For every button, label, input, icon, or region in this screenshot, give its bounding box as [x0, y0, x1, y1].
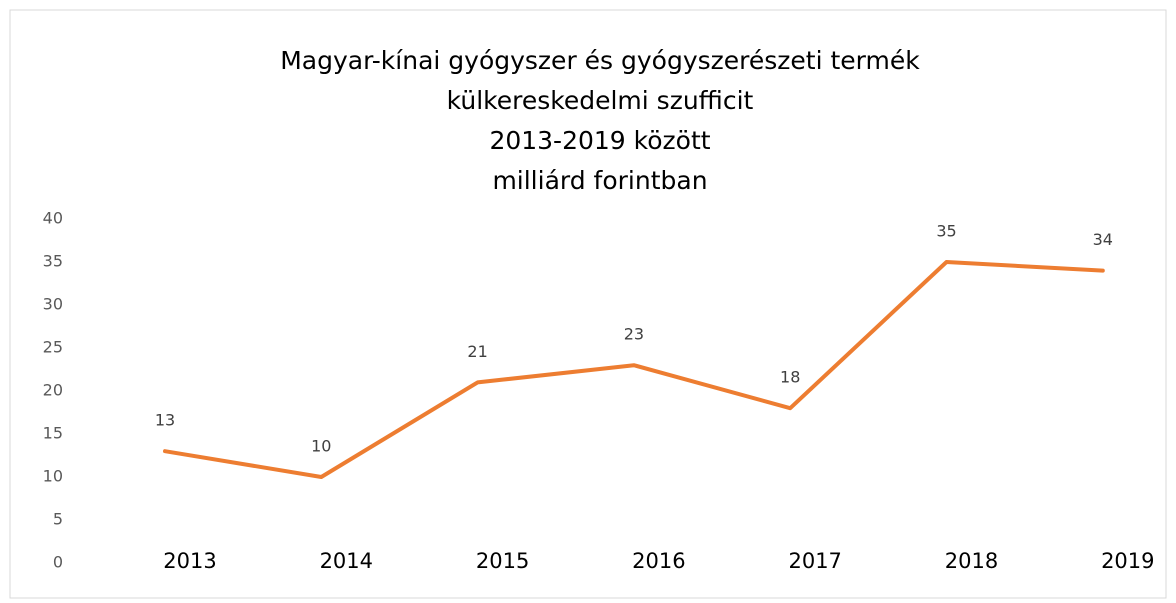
y-tick-label: 5: [53, 510, 63, 529]
x-tick-label: 2018: [945, 549, 998, 573]
y-tick-label: 0: [53, 553, 63, 572]
x-tick-label: 2019: [1101, 549, 1154, 573]
y-tick-label: 30: [43, 295, 63, 314]
chart-title: Magyar-kínai gyógyszer és gyógyszerészet…: [280, 46, 920, 75]
y-tick-label: 35: [43, 252, 63, 271]
y-tick-label: 10: [43, 467, 63, 486]
data-label: 13: [155, 411, 175, 430]
data-label: 10: [311, 437, 331, 456]
x-tick-label: 2017: [788, 549, 841, 573]
data-label: 34: [1093, 230, 1113, 249]
data-label: 23: [624, 325, 644, 344]
data-label: 21: [467, 342, 487, 361]
data-label: 18: [780, 368, 800, 387]
y-tick-label: 20: [43, 381, 63, 400]
x-tick-label: 2014: [320, 549, 373, 573]
x-tick-label: 2016: [632, 549, 685, 573]
chart-border: [9, 9, 1167, 599]
chart-title: 2013-2019 között: [489, 126, 710, 155]
x-tick-label: 2013: [163, 549, 216, 573]
data-label: 35: [936, 222, 956, 241]
chart-title: külkereskedelmi szufficit: [447, 86, 754, 115]
y-tick-label: 15: [43, 424, 63, 443]
data-line: [163, 260, 1105, 479]
chart-title: milliárd forintban: [492, 166, 707, 195]
y-tick-label: 25: [43, 338, 63, 357]
y-tick-label: 40: [43, 209, 63, 228]
x-tick-label: 2015: [476, 549, 529, 573]
